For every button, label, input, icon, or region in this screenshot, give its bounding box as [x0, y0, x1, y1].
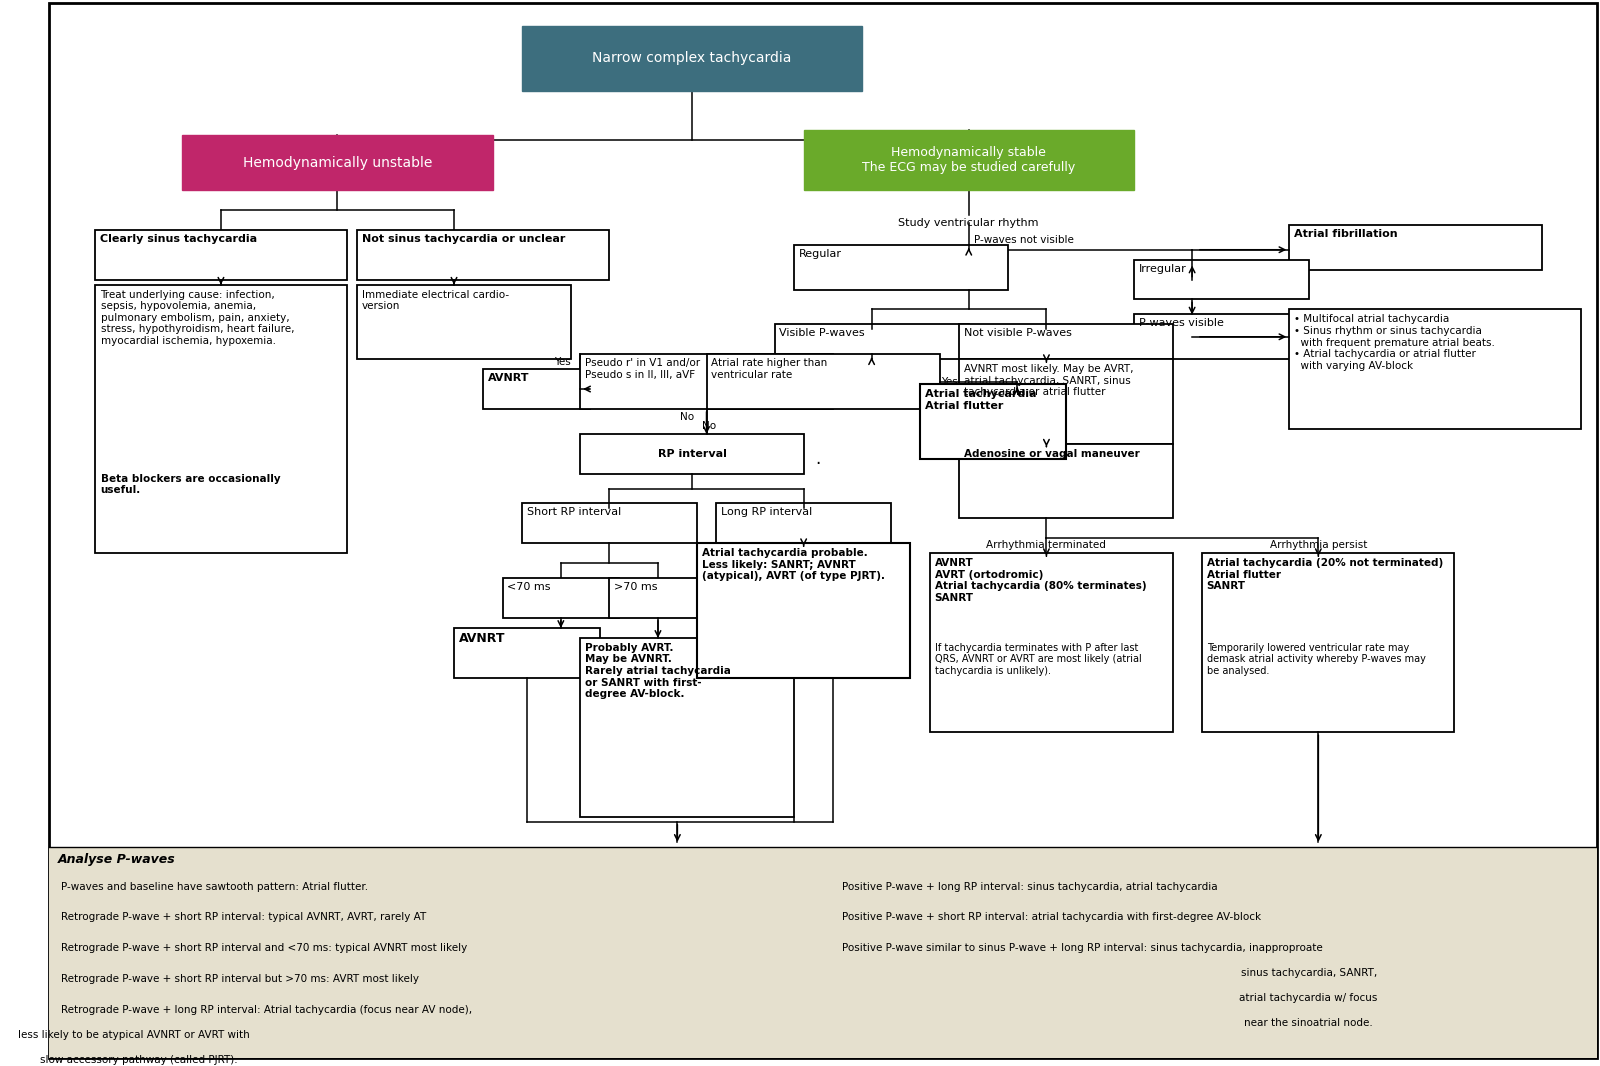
Bar: [698, 544, 910, 678]
Text: P-waves visible: P-waves visible: [1139, 319, 1224, 328]
Text: Temporarily lowered ventricular rate may
demask atrial activity whereby P-waves : Temporarily lowered ventricular rate may…: [1206, 643, 1426, 676]
Bar: [958, 359, 1173, 443]
Bar: [522, 26, 862, 91]
Text: AVNRT
AVRT (ortodromic)
Atrial tachycardia (80% terminates)
SANRT: AVNRT AVRT (ortodromic) Atrial tachycard…: [934, 559, 1146, 603]
Text: No: No: [702, 421, 717, 431]
Text: Arrhythmia terminated: Arrhythmia terminated: [987, 540, 1106, 550]
Text: Study ventricular rhythm: Study ventricular rhythm: [899, 217, 1038, 228]
Text: RP interval: RP interval: [658, 449, 726, 458]
Text: No: No: [680, 411, 694, 422]
Text: Atrial tachycardia (20% not terminated)
Atrial flutter
SANRT: Atrial tachycardia (20% not terminated) …: [1206, 559, 1443, 592]
Bar: [610, 578, 726, 618]
Bar: [522, 503, 698, 544]
Text: .: .: [816, 450, 821, 468]
Text: slow accessory pathway (called PJRT).: slow accessory pathway (called PJRT).: [40, 1054, 237, 1065]
Bar: [717, 503, 891, 544]
Bar: [958, 443, 1173, 518]
Bar: [581, 434, 803, 473]
Text: • Multifocal atrial tachycardia
• Sinus rhythm or sinus tachycardia
  with frequ: • Multifocal atrial tachycardia • Sinus …: [1294, 314, 1494, 371]
Bar: [182, 135, 493, 190]
Text: If tachycardia terminates with P after last
QRS, AVNRT or AVRT are most likely (: If tachycardia terminates with P after l…: [934, 643, 1141, 676]
Text: AVNRT: AVNRT: [488, 373, 530, 383]
Text: atrial tachycardia w/ focus: atrial tachycardia w/ focus: [1240, 992, 1378, 1003]
Bar: [920, 384, 1066, 458]
Text: P-waves not visible: P-waves not visible: [973, 235, 1074, 245]
Text: Atrial fibrillation: Atrial fibrillation: [1294, 229, 1398, 239]
Text: Yes: Yes: [941, 376, 958, 387]
Text: Short RP interval: Short RP interval: [526, 507, 621, 517]
Text: Atrial tachycardia
Atrial flutter: Atrial tachycardia Atrial flutter: [925, 389, 1037, 410]
Text: AVNRT most likely. May be AVRT,
atrial tachycardia, SANRT, sinus
tachycardia or : AVNRT most likely. May be AVRT, atrial t…: [963, 365, 1133, 398]
Bar: [794, 245, 1008, 290]
Text: AVNRT: AVNRT: [459, 632, 506, 645]
Bar: [50, 846, 1597, 1057]
Bar: [1290, 225, 1542, 270]
Text: Beta blockers are occasionally
useful.: Beta blockers are occasionally useful.: [101, 473, 280, 496]
Text: Narrow complex tachycardia: Narrow complex tachycardia: [592, 51, 792, 65]
Text: Long RP interval: Long RP interval: [722, 507, 813, 517]
Text: Treat underlying cause: infection,
sepsis, hypovolemia, anemia,
pulmonary emboli: Treat underlying cause: infection, sepsi…: [101, 290, 294, 346]
Text: near the sinoatrial node.: near the sinoatrial node.: [1245, 1018, 1373, 1028]
Text: Yes: Yes: [554, 357, 571, 367]
Text: P-waves and baseline have sawtooth pattern: Atrial flutter.: P-waves and baseline have sawtooth patte…: [61, 882, 368, 891]
Bar: [483, 369, 590, 409]
Text: Probably AVRT.
May be AVNRT.
Rarely atrial tachycardia
or SANRT with first-
degr: Probably AVRT. May be AVNRT. Rarely atri…: [586, 643, 731, 699]
Text: Analyse P-waves: Analyse P-waves: [58, 853, 176, 866]
Bar: [707, 354, 939, 409]
Text: Clearly sinus tachycardia: Clearly sinus tachycardia: [99, 233, 256, 244]
Text: Irregular: Irregular: [1139, 263, 1187, 274]
Text: Arrhythmia persist: Arrhythmia persist: [1270, 540, 1366, 550]
Text: Positive P-wave similar to sinus P-wave + long RP interval: sinus tachycardia, i: Positive P-wave similar to sinus P-wave …: [843, 943, 1323, 953]
Text: Pseudo r' in V1 and/or
Pseudo s in II, III, aVF: Pseudo r' in V1 and/or Pseudo s in II, I…: [586, 358, 701, 379]
Bar: [454, 628, 600, 678]
Bar: [803, 130, 1134, 190]
Bar: [958, 324, 1173, 359]
Text: Retrograde P-wave + short RP interval but >70 ms: AVRT most likely: Retrograde P-wave + short RP interval bu…: [61, 974, 419, 984]
Bar: [357, 285, 571, 359]
Text: Immediate electrical cardio-
version: Immediate electrical cardio- version: [362, 290, 509, 311]
Text: Retrograde P-wave + long RP interval: Atrial tachycardia (focus near AV node),: Retrograde P-wave + long RP interval: At…: [61, 1005, 472, 1015]
Bar: [581, 637, 794, 817]
Text: Not visible P-waves: Not visible P-waves: [963, 328, 1072, 338]
Bar: [94, 230, 347, 279]
Bar: [1290, 309, 1581, 429]
Text: Retrograde P-wave + short RP interval and <70 ms: typical AVNRT most likely: Retrograde P-wave + short RP interval an…: [61, 943, 467, 953]
Text: Hemodynamically unstable: Hemodynamically unstable: [243, 156, 432, 169]
Text: Positive P-wave + long RP interval: sinus tachycardia, atrial tachycardia: Positive P-wave + long RP interval: sinu…: [843, 882, 1218, 891]
Bar: [930, 553, 1173, 732]
Text: Visible P-waves: Visible P-waves: [779, 328, 866, 338]
Text: <70 ms: <70 ms: [507, 582, 550, 592]
Bar: [1134, 260, 1309, 300]
Text: Hemodynamically stable
The ECG may be studied carefully: Hemodynamically stable The ECG may be st…: [862, 146, 1075, 174]
Text: Regular: Regular: [798, 248, 842, 259]
Text: sinus tachycardia, SANRT,: sinus tachycardia, SANRT,: [1240, 968, 1376, 979]
Text: Atrial rate higher than
ventricular rate: Atrial rate higher than ventricular rate: [712, 358, 827, 379]
Text: Adenosine or vagal maneuver: Adenosine or vagal maneuver: [963, 449, 1139, 458]
Bar: [1202, 553, 1454, 732]
Bar: [581, 354, 832, 409]
Bar: [357, 230, 610, 279]
Bar: [502, 578, 619, 618]
Text: Not sinus tachycardia or unclear: Not sinus tachycardia or unclear: [362, 233, 565, 244]
Text: Atrial tachycardia probable.
Less likely: SANRT; AVNRT
(atypical), AVRT (of type: Atrial tachycardia probable. Less likely…: [702, 548, 885, 581]
Bar: [774, 324, 968, 359]
Text: >70 ms: >70 ms: [614, 582, 658, 592]
Text: Positive P-wave + short RP interval: atrial tachycardia with first-degree AV-blo: Positive P-wave + short RP interval: atr…: [843, 912, 1262, 922]
Bar: [94, 285, 347, 553]
Text: less likely to be atypical AVNRT or AVRT with: less likely to be atypical AVNRT or AVRT…: [18, 1030, 250, 1039]
Bar: [1134, 314, 1309, 359]
Text: Retrograde P-wave + short RP interval: typical AVNRT, AVRT, rarely AT: Retrograde P-wave + short RP interval: t…: [61, 912, 426, 922]
